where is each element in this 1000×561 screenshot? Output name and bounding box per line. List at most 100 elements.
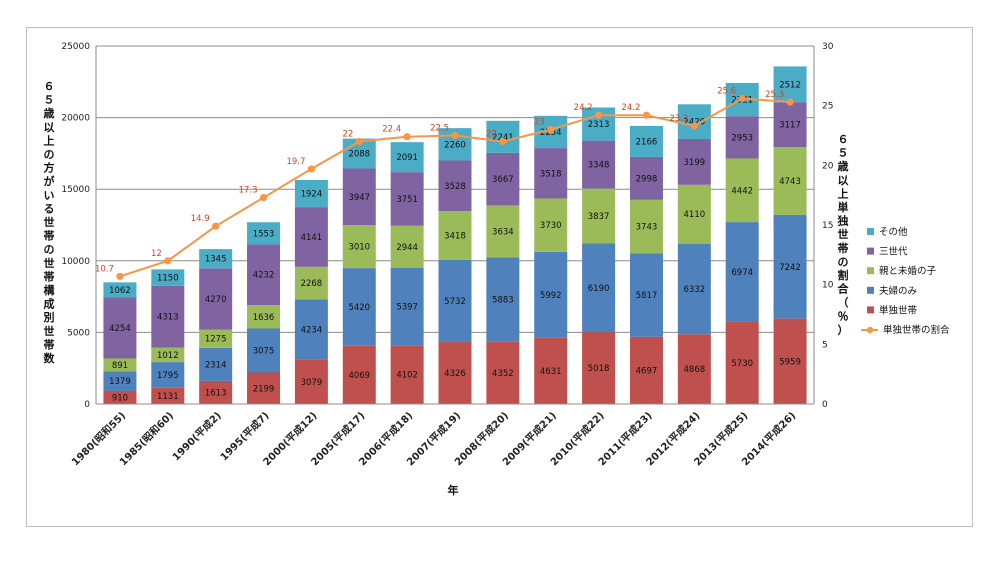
- bar-value-label: 2241: [492, 133, 514, 143]
- bar-value-label: 5397: [396, 303, 418, 313]
- ratio-point: [212, 222, 220, 230]
- bar-value-label: 2313: [588, 120, 610, 130]
- bar-segment: [629, 125, 663, 157]
- bar-value-label: 2268: [301, 279, 323, 289]
- bar-segment: [247, 222, 281, 245]
- y-right-tick-label: 0: [822, 400, 828, 410]
- bar-value-label: 4270: [205, 295, 227, 305]
- bar-segment: [534, 251, 568, 338]
- bar-segment: [725, 222, 759, 322]
- bar-value-label: 3518: [540, 169, 562, 179]
- ratio-point: [499, 137, 507, 146]
- bar-segment: [294, 179, 328, 208]
- legend-label: 三世代: [879, 246, 908, 258]
- bar-segment: [677, 334, 711, 404]
- ratio-point: [738, 94, 746, 103]
- bar-segment: [773, 214, 807, 319]
- bar-value-label: 5420: [348, 303, 370, 313]
- bar-value-label: 910: [112, 393, 128, 403]
- bar-segment: [773, 66, 807, 103]
- y-right-tick-label: 20: [822, 161, 834, 171]
- bar-value-label: 1345: [205, 255, 227, 265]
- bar-segment: [390, 172, 424, 226]
- ratio-point: [642, 111, 651, 119]
- bar-value-label: 6974: [731, 268, 753, 278]
- bar-value-label: 891: [112, 361, 128, 371]
- y-left-tick-label: 10000: [61, 257, 90, 267]
- ratio-point: [164, 257, 172, 265]
- bar-value-label: 2091: [396, 153, 418, 163]
- bar-segment: [103, 371, 137, 391]
- bar-value-label: 2199: [253, 384, 275, 394]
- ratio-point: [786, 98, 794, 106]
- bar-segment: [151, 269, 185, 286]
- bar-segment: [199, 380, 233, 404]
- bar-value-label: 3418: [444, 231, 466, 241]
- bar-value-label: 1012: [157, 351, 179, 361]
- bar-value-label: 3634: [492, 227, 514, 237]
- bar-segment: [151, 285, 185, 348]
- bar-segment: [582, 140, 616, 189]
- bar-segment: [247, 244, 281, 306]
- ratio-point: [116, 272, 124, 280]
- ratio-value-label: 19.7: [286, 157, 305, 167]
- bar-segment: [390, 225, 424, 268]
- bar-segment: [199, 268, 233, 330]
- chart-frame: 910 1379 891 4254 1062 1131 1795 1012 4313 1150 16…: [26, 27, 973, 527]
- bar-value-label: 4141: [301, 233, 323, 243]
- bar-segment: [677, 243, 711, 335]
- bar-segment: [486, 341, 520, 404]
- bar-value-label: 5992: [540, 291, 562, 301]
- x-tick-label: 1990(平成2): [169, 409, 223, 463]
- bar-segment: [294, 207, 328, 267]
- bar-value-label: 3348: [588, 161, 610, 171]
- legend-label: 夫婦のみ: [879, 285, 917, 297]
- bar-segment: [342, 225, 376, 269]
- ratio-value-label: 12: [151, 249, 162, 259]
- bar-value-label: 3730: [540, 221, 562, 231]
- bar-value-label: 5959: [779, 357, 801, 367]
- bar-segment: [390, 345, 424, 404]
- ratio-point: [307, 165, 315, 173]
- bar-value-label: 4110: [684, 210, 706, 220]
- bar-segment: [629, 336, 663, 404]
- x-axis-title: 年: [448, 483, 459, 497]
- bar-segment: [151, 347, 185, 363]
- bar-value-label: 5730: [731, 359, 753, 369]
- bar-value-label: 5732: [444, 297, 466, 307]
- bar-value-label: 4069: [348, 371, 370, 381]
- y-left-tick-label: 20000: [61, 114, 90, 124]
- bar-value-label: 2944: [396, 243, 418, 253]
- bar-segment: [725, 116, 759, 159]
- legend-swatch: [867, 267, 874, 275]
- bar-value-label: 1275: [205, 335, 227, 345]
- bar-segment: [677, 138, 711, 185]
- y-right-tick-label: 30: [822, 42, 834, 52]
- bar-segment: [629, 253, 663, 337]
- y-right-axis-title: ６５歳以上単独世帯の割合（％）: [837, 133, 850, 336]
- bar-value-label: 2314: [205, 360, 227, 370]
- bar-segment: [438, 259, 472, 343]
- bar-segment: [390, 142, 424, 173]
- bar-value-label: 4254: [109, 324, 131, 334]
- bar-value-label: 1131: [157, 392, 179, 402]
- bar-value-label: 3947: [348, 193, 370, 203]
- ratio-value-label: 22: [486, 129, 497, 139]
- bar-segment: [390, 267, 424, 346]
- y-left-tick-label: 5000: [67, 328, 90, 338]
- bar-value-label: 4743: [779, 177, 801, 187]
- bar-value-label: 4631: [540, 367, 562, 377]
- ratio-value-label: 24.2: [574, 103, 593, 113]
- bar-segment: [342, 268, 376, 346]
- bar-value-label: 4868: [684, 365, 706, 375]
- bar-value-label: 4102: [396, 371, 418, 381]
- ratio-line: 10.7 12 14.9 17.3 19.7 22 22.4 22.5 22 23 24.2 24.2…: [95, 87, 794, 280]
- bar-segment: [438, 211, 472, 260]
- bar-segment: [294, 299, 328, 360]
- bar-segment: [725, 158, 759, 223]
- bar-value-label: 1924: [301, 190, 323, 200]
- bar-value-label: 4232: [253, 271, 275, 281]
- bar-value-label: 5817: [636, 291, 658, 301]
- bar-segment: [151, 362, 185, 388]
